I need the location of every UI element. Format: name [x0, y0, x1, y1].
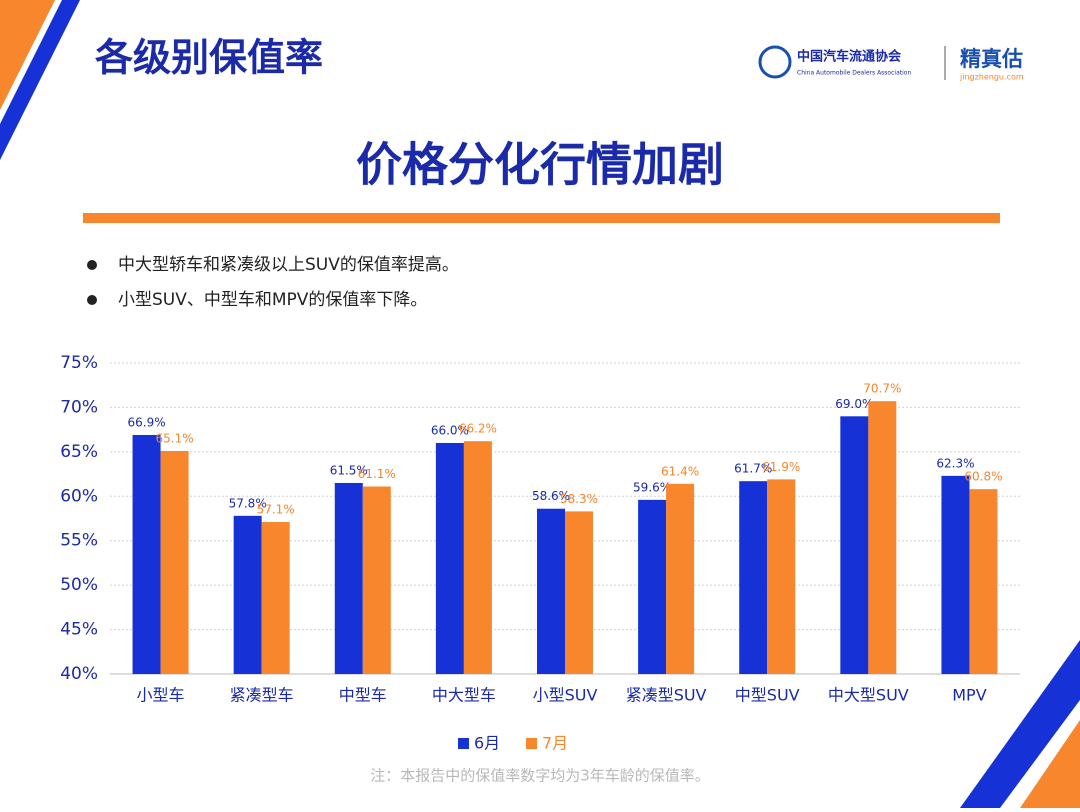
- bar: [132, 434, 161, 674]
- logo-emblem: [758, 45, 792, 79]
- headline-rule: [83, 213, 1000, 223]
- legend-label: 7月: [542, 734, 568, 753]
- bar: [233, 515, 262, 674]
- bar: [941, 475, 970, 674]
- bar: [767, 479, 796, 674]
- corner-stripe: [0, 0, 80, 160]
- x-tick-label: 中大型车: [432, 686, 496, 705]
- brand-url: jingzhengu.com: [959, 73, 1024, 82]
- footnote: 注：本报告中的保值率数字均为3年车龄的保值率。: [370, 767, 710, 785]
- x-tick-label: 中型SUV: [735, 686, 800, 705]
- brand: 精真估: [960, 47, 1023, 71]
- value-label: 61.5%: [330, 463, 368, 477]
- value-label: 69.0%: [835, 397, 873, 411]
- x-tick-label: 中大型SUV: [828, 686, 909, 705]
- value-label: 60.8%: [964, 470, 1002, 484]
- y-tick-label: 55%: [60, 531, 98, 551]
- bar: [868, 401, 897, 674]
- y-tick-label: 65%: [60, 442, 98, 462]
- x-tick-label: 中型车: [339, 686, 387, 705]
- corner-stripe: [0, 0, 55, 110]
- value-label: 66.2%: [459, 422, 497, 436]
- logo-cn: 中国汽车流通协会: [797, 49, 902, 65]
- logo-en: China Automobile Dealers Association: [797, 70, 911, 77]
- x-tick-label: 紧凑型车: [230, 686, 294, 705]
- x-tick-label: 小型SUV: [533, 686, 598, 705]
- y-tick-label: 60%: [60, 486, 98, 506]
- value-label: 57.1%: [257, 503, 295, 517]
- corner-stripe: [960, 640, 1080, 808]
- y-tick-label: 70%: [60, 397, 98, 417]
- legend-swatch: [458, 738, 469, 749]
- bar: [969, 489, 998, 674]
- bar: [666, 483, 695, 674]
- bar: [160, 450, 189, 674]
- y-tick-label: 45%: [60, 620, 98, 640]
- bar: [565, 511, 593, 674]
- bar: [435, 442, 464, 674]
- bar: [362, 486, 391, 674]
- bullet: 小型SUV、中型车和MPV的保值率下降。: [118, 290, 427, 310]
- value-label: 62.3%: [936, 456, 974, 470]
- bullet-dot: [87, 260, 97, 270]
- value-label: 61.7%: [734, 462, 772, 476]
- value-label: 58.6%: [532, 489, 570, 503]
- corner-stripe: [1020, 720, 1080, 808]
- value-label: 58.3%: [560, 492, 598, 506]
- legend-label: 6月: [474, 734, 500, 753]
- value-label: 59.6%: [633, 480, 671, 494]
- bar: [638, 499, 667, 674]
- value-label: 57.8%: [229, 496, 267, 510]
- bar: [739, 481, 768, 674]
- bar: [537, 508, 565, 674]
- value-label: 61.1%: [358, 467, 396, 481]
- bullet-dot: [87, 295, 97, 305]
- bar: [840, 416, 869, 674]
- legend-swatch: [526, 738, 537, 749]
- y-tick-label: 40%: [60, 664, 98, 684]
- page-title: 各级别保值率: [95, 36, 323, 80]
- value-label: 66.0%: [431, 423, 469, 437]
- y-tick-label: 75%: [60, 353, 98, 373]
- x-tick-label: 小型车: [137, 686, 185, 705]
- value-label: 65.1%: [155, 431, 193, 445]
- value-label: 61.9%: [762, 460, 800, 474]
- value-label: 66.9%: [127, 415, 165, 429]
- y-tick-label: 50%: [60, 575, 98, 595]
- x-tick-label: MPV: [952, 686, 986, 705]
- headline: 价格分化行情加剧: [356, 138, 724, 192]
- x-tick-label: 紧凑型SUV: [626, 686, 707, 705]
- bar: [334, 482, 363, 674]
- value-label: 61.4%: [661, 464, 699, 478]
- value-label: 70.7%: [863, 382, 901, 396]
- bullet: 中大型轿车和紧凑级以上SUV的保值率提高。: [118, 255, 459, 275]
- bar: [261, 522, 290, 674]
- bar: [463, 441, 492, 674]
